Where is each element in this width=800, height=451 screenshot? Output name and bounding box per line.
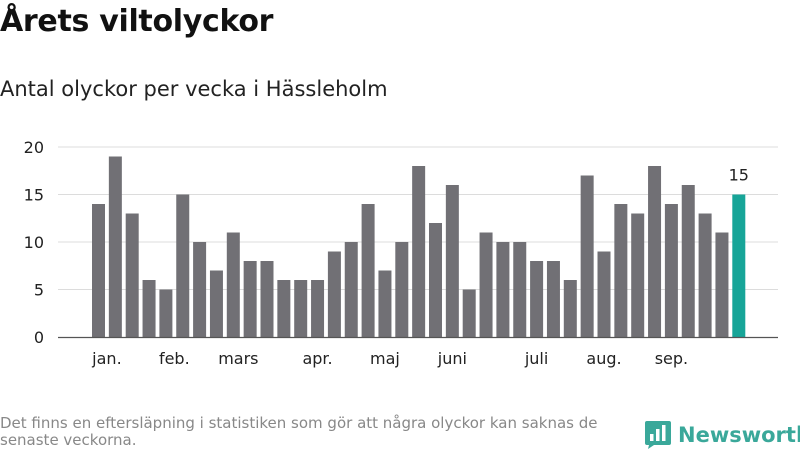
bar <box>260 261 274 337</box>
bar <box>664 204 678 337</box>
bar <box>681 185 695 337</box>
bar <box>698 213 712 337</box>
bar-chart: 0 5 10 15 20 15 jan. feb. mars apr. maj juni juli aug… <box>24 138 778 368</box>
bar <box>479 232 493 337</box>
y-tick-label: 5 <box>34 281 44 300</box>
bar <box>530 261 544 337</box>
labels-layer: 0 5 10 15 20 15 jan. feb. mars apr. maj juni juli aug… <box>24 138 778 368</box>
y-tick-label: 0 <box>34 328 44 347</box>
bar <box>361 204 375 337</box>
x-tick-label: sep. <box>655 349 688 368</box>
x-tick-label: juni <box>437 349 467 368</box>
bar <box>462 289 476 337</box>
bar <box>412 166 426 337</box>
bar <box>580 175 594 337</box>
bar <box>513 242 527 337</box>
x-tick-label: maj <box>370 349 400 368</box>
y-tick-label: 10 <box>24 233 44 252</box>
bar <box>125 213 139 337</box>
bar <box>193 242 207 337</box>
bar <box>108 156 122 337</box>
bar <box>142 280 156 337</box>
x-tick-label: jan. <box>91 349 121 368</box>
y-tick-label: 20 <box>24 138 44 157</box>
brand-name: Newsworthy <box>678 423 800 447</box>
bar <box>344 242 358 337</box>
bar <box>243 261 257 337</box>
data-label-highlight: 15 <box>729 166 749 185</box>
brand-logo[interactable]: Newsworthy <box>644 419 800 451</box>
x-tick-label: mars <box>218 349 258 368</box>
chart-title: Årets viltolyckor <box>0 4 274 39</box>
bar <box>159 289 173 337</box>
bar <box>92 204 105 337</box>
bar <box>176 194 190 337</box>
bar <box>563 280 577 337</box>
bar <box>597 251 611 337</box>
bar-highlight <box>732 194 746 337</box>
bar <box>546 261 560 337</box>
bar <box>496 242 510 337</box>
bar <box>294 280 308 337</box>
bar <box>631 213 645 337</box>
bar <box>226 232 240 337</box>
y-tick-label: 15 <box>24 186 44 205</box>
chart-subtitle: Antal olyckor per vecka i Hässleholm <box>0 77 388 101</box>
x-tick-label: feb. <box>159 349 190 368</box>
bar <box>715 232 729 337</box>
bar <box>445 185 459 337</box>
bar <box>648 166 662 337</box>
bar <box>429 223 442 337</box>
bar <box>614 204 628 337</box>
bar <box>209 270 223 337</box>
x-tick-label: aug. <box>586 349 621 368</box>
bar <box>311 280 325 337</box>
bar <box>395 242 409 337</box>
x-tick-label: juli <box>524 349 548 368</box>
bar <box>378 270 392 337</box>
bars-layer <box>92 156 746 337</box>
footnote: Det finns en eftersläpning i statistiken… <box>0 414 598 449</box>
bar-chart-speech-bubble-icon <box>645 421 671 449</box>
x-tick-label: apr. <box>302 349 332 368</box>
bar <box>327 251 341 337</box>
bar <box>277 280 291 337</box>
